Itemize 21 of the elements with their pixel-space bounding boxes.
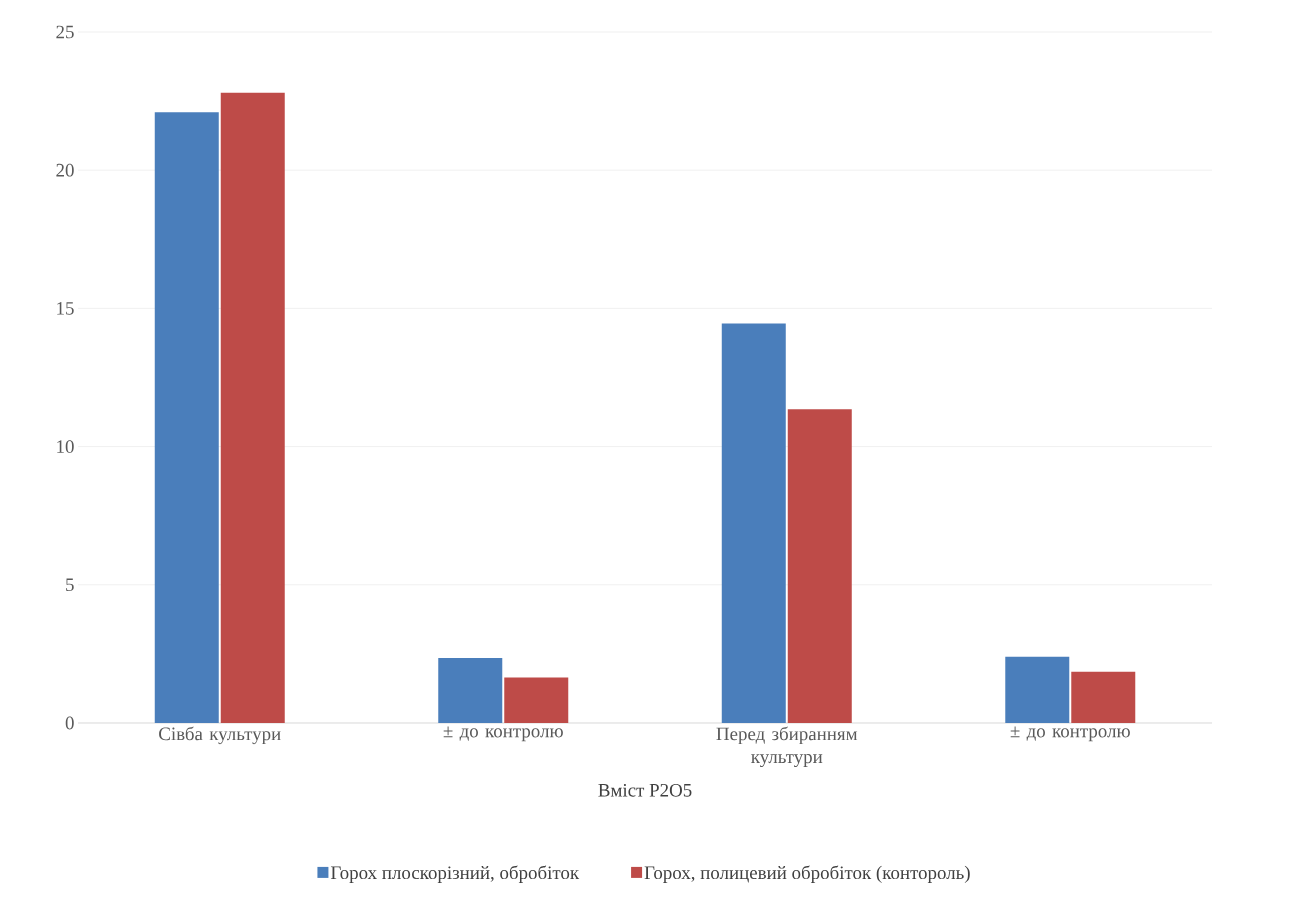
legend-label: Горох, полицевий обробіток (контороль) (644, 865, 970, 883)
bar (438, 658, 503, 723)
x-axis-title: Вміст P2O5 (598, 783, 692, 797)
x-tick-label: ± до контролю (1010, 726, 1130, 742)
x-tick-label: ± до контролю (443, 726, 563, 742)
y-tick-label: 15 (57, 302, 74, 315)
y-tick-label: 0 (65, 716, 74, 730)
x-tick-label: Перед збиранням культури (716, 726, 858, 768)
y-tick-label: 20 (56, 163, 74, 177)
bar (1005, 656, 1070, 723)
y-tick-label: 5 (66, 578, 74, 592)
y-tick-label: 25 (56, 25, 74, 39)
bar (721, 323, 786, 723)
bar (1071, 671, 1136, 723)
x-tick-label: Сівба культури (159, 726, 281, 745)
y-tick-label: 10 (57, 440, 74, 453)
bar (220, 92, 285, 723)
legend-label: Горох плоскорізний, обробіток (330, 865, 580, 883)
bar (787, 409, 852, 723)
bar (504, 677, 569, 723)
bar (154, 112, 219, 723)
